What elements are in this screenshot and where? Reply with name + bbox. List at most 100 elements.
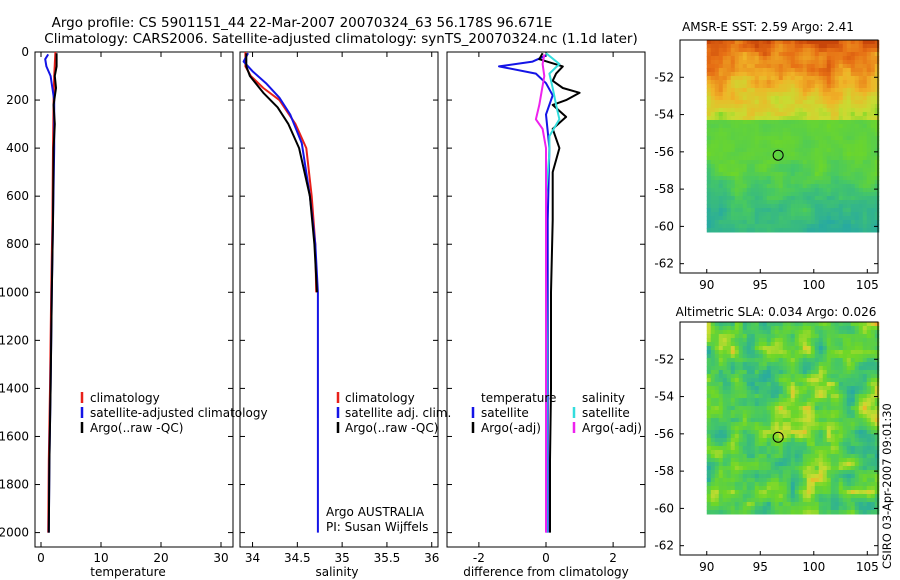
heatmap-cell [726,224,732,229]
heatmap-cell [850,478,856,483]
heatmap-cell [794,454,800,459]
heatmap-cell [750,52,756,57]
y-tick-label: 0 [21,45,29,59]
heatmap-cell [858,220,864,225]
heatmap-cell [778,386,784,391]
heatmap-cell [822,88,828,93]
heatmap-cell [714,180,720,185]
heatmap-cell [846,490,852,495]
heatmap-cell [862,208,868,213]
heatmap-cell [870,498,876,503]
map-x-tick-label: 105 [856,278,879,292]
heatmap-cell [722,68,728,73]
heatmap-cell [718,346,724,351]
heatmap-cell [822,112,828,117]
heatmap-cell [810,486,816,491]
heatmap-cell [802,128,808,133]
heatmap-cell [714,406,720,411]
heatmap-cell [722,406,728,411]
heatmap-cell [874,434,880,439]
heatmap-cell [830,450,836,455]
heatmap-cell [838,374,844,379]
heatmap-cell [870,382,876,387]
heatmap-cell [714,60,720,65]
heatmap-cell [746,458,752,463]
heatmap-cell [778,108,784,113]
heatmap-cell [874,108,880,113]
heatmap-cell [738,72,744,77]
heatmap-cell [718,370,724,375]
heatmap-cell [730,498,736,503]
heatmap-cell [770,156,776,161]
heatmap-cell [850,72,856,77]
heatmap-cell [874,362,880,367]
heatmap-cell [794,220,800,225]
heatmap-cell [862,370,868,375]
heatmap-cell [762,168,768,173]
heatmap-cell [838,386,844,391]
heatmap-cell [814,510,820,515]
heatmap-cell [842,446,848,451]
heatmap-cell [750,76,756,81]
heatmap-cell [786,382,792,387]
heatmap-cell [858,76,864,81]
heatmap-cell [846,156,852,161]
heatmap-cell [834,394,840,399]
heatmap-cell [762,382,768,387]
heatmap-cell [874,334,880,339]
heatmap-cell [778,224,784,229]
heatmap-cell [762,152,768,157]
heatmap-cell [842,462,848,467]
heatmap-cell [834,228,840,233]
heatmap-cell [814,326,820,331]
heatmap-cell [862,48,868,53]
heatmap-cell [818,136,824,141]
heatmap-cell [810,132,816,137]
heatmap-cell [782,128,788,133]
heatmap-cell [786,196,792,201]
heatmap-cell [790,148,796,153]
heatmap-cell [742,394,748,399]
heatmap-cell [818,68,824,73]
heatmap-cell [810,112,816,117]
heatmap-cell [854,426,860,431]
heatmap-cell [858,490,864,495]
heatmap-cell [766,414,772,419]
heatmap-cell [770,382,776,387]
heatmap-cell [806,510,812,515]
heatmap-cell [854,124,860,129]
heatmap-cell [838,76,844,81]
heatmap-cell [778,378,784,383]
heatmap-cell [810,128,816,133]
legend-temperature-header: temperature [481,391,556,405]
heatmap-cell [854,48,860,53]
heatmap-cell [762,326,768,331]
heatmap-cell [706,184,712,189]
heatmap-cell [738,502,744,507]
heatmap-cell [846,96,852,101]
heatmap-cell [858,172,864,177]
heatmap-cell [790,180,796,185]
heatmap-cell [770,486,776,491]
heatmap-cell [822,44,828,49]
heatmap-cell [874,370,880,375]
heatmap-cell [742,326,748,331]
heatmap-cell [850,394,856,399]
heatmap-cell [866,470,872,475]
heatmap-cell [766,104,772,109]
heatmap-cell [842,502,848,507]
heatmap-cell [742,482,748,487]
heatmap-cell [810,196,816,201]
heatmap-cell [718,112,724,117]
heatmap-cell [762,40,768,45]
heatmap-cell [802,498,808,503]
heatmap-cell [802,168,808,173]
heatmap-cell [830,100,836,105]
heatmap-cell [830,406,836,411]
heatmap-cell [738,200,744,205]
heatmap-cell [782,430,788,435]
heatmap-cell [710,40,716,45]
heatmap-cell [838,462,844,467]
heatmap-cell [810,462,816,467]
heatmap-cell [834,410,840,415]
